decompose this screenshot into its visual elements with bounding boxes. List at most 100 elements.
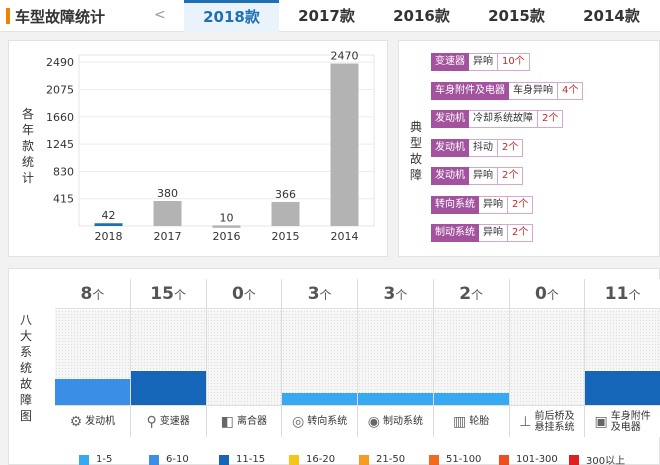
system-bar-area bbox=[358, 310, 433, 405]
y-tick-label: 415 bbox=[53, 193, 74, 206]
steering-wheel-icon: ◎ bbox=[292, 413, 305, 430]
severity-legend: 1-5 6-10 11-15 16-20 21-50 51-100 101-300 300以上 bbox=[79, 452, 639, 465]
header: 车型故障统计 < 2018款 2017款 2016款 2015款 2014款 bbox=[0, 0, 660, 32]
fault-count-label: 4个 bbox=[558, 81, 584, 100]
system-count-number: 3 bbox=[383, 284, 396, 304]
system-count: 3个 bbox=[358, 279, 433, 309]
system-label: ▥ 轮胎 bbox=[433, 405, 509, 437]
legend-label: 21-50 bbox=[376, 454, 406, 465]
fault-type-label: 冷却系统故障 bbox=[469, 110, 538, 128]
system-bar-area bbox=[585, 310, 660, 405]
system-count-number: 0 bbox=[231, 284, 244, 304]
system-count-number: 8 bbox=[80, 284, 93, 304]
system-count: 11个 bbox=[585, 279, 660, 309]
x-tick-label: 2016 bbox=[213, 230, 241, 243]
typical-faults-label-text: 典型故障 bbox=[409, 120, 422, 182]
legend-label: 16-20 bbox=[306, 454, 336, 465]
yearly-chart-y-label: 各年款统计 bbox=[21, 106, 35, 186]
legend-label: 101-300 bbox=[516, 454, 558, 465]
page-title: 车型故障统计 bbox=[15, 8, 106, 26]
fault-count-label: 2个 bbox=[508, 224, 534, 242]
system-name: 离合器 bbox=[236, 416, 267, 427]
y-tick-label: 2490 bbox=[46, 56, 74, 69]
legend-swatch bbox=[219, 454, 229, 465]
fault-count-label: 2个 bbox=[538, 110, 564, 128]
typical-faults-list: 变速器 异响 10个 车身附件及电器 车身异响 4个 发动机 冷却系统故障 2个 发动机 抖动 2个发… bbox=[431, 53, 584, 253]
yearly-bar-chart: 415 830 1245 1660 2075 2490 42 2018 380 2017 10 201… bbox=[46, 50, 375, 243]
typical-faults-label: 典型故障 bbox=[409, 119, 423, 183]
system-count-unit: 个 bbox=[546, 288, 559, 302]
system-column[interactable]: 11个 ▣ 车身附件 及电器 bbox=[584, 279, 660, 437]
suspension-icon: ⊥ bbox=[519, 413, 532, 430]
system-name: 发动机 bbox=[85, 416, 116, 427]
tab-2016[interactable]: 2016款 bbox=[393, 7, 450, 25]
x-tick-label: 2014 bbox=[331, 230, 359, 243]
fault-type-label: 异响 bbox=[479, 224, 508, 242]
system-count-unit: 个 bbox=[173, 288, 186, 302]
system-level-bar bbox=[130, 370, 206, 405]
system-label: ⚲ 变速器 bbox=[130, 405, 206, 437]
system-name: 制动系统 bbox=[382, 416, 423, 427]
system-name: 前后桥及 悬挂系统 bbox=[534, 410, 575, 433]
system-column[interactable]: 8个 ⚙ 发动机 bbox=[55, 279, 130, 437]
system-column[interactable]: 15个 ⚲ 变速器 bbox=[129, 279, 206, 437]
system-count-number: 2 bbox=[459, 284, 472, 304]
system-count-number: 3 bbox=[307, 284, 320, 304]
y-tick-label: 1660 bbox=[46, 111, 74, 124]
fault-item[interactable]: 制动系统 异响 2个 bbox=[431, 224, 583, 245]
tab-2017[interactable]: 2017款 bbox=[298, 7, 355, 25]
fault-item[interactable]: 变速器 异响 10个 bbox=[431, 53, 583, 74]
legend-item: 1-5 bbox=[79, 452, 149, 465]
fault-item[interactable]: 转向系统 异响 2个 bbox=[431, 195, 583, 217]
bar-2015 bbox=[271, 201, 300, 226]
bar-value-label: 380 bbox=[157, 187, 178, 200]
system-name: 变速器 bbox=[159, 416, 190, 427]
tab-2018[interactable]: 2018款 bbox=[184, 0, 279, 32]
tab-2014[interactable]: 2014款 bbox=[583, 7, 640, 25]
system-count: 3个 bbox=[282, 279, 357, 309]
gearshift-icon: ⚲ bbox=[146, 413, 157, 430]
y-axis-label-text: 各年款统计 bbox=[21, 107, 34, 185]
system-count-number: 15 bbox=[150, 284, 174, 304]
legend-label: 51-100 bbox=[446, 454, 482, 465]
legend-label: 300以上 bbox=[586, 456, 626, 465]
system-bar-area bbox=[433, 310, 509, 405]
system-column[interactable]: 3个 ◉ 制动系统 bbox=[357, 279, 433, 437]
system-bar-area bbox=[509, 310, 585, 405]
system-label: ⊥ 前后桥及 悬挂系统 bbox=[509, 405, 585, 437]
fault-system-tag: 变速器 bbox=[431, 53, 469, 71]
system-name: 车身附件 及电器 bbox=[610, 410, 651, 433]
bar-2018 bbox=[94, 223, 123, 226]
system-label: ▣ 车身附件 及电器 bbox=[585, 405, 660, 437]
system-column[interactable]: 3个 ◎ 转向系统 bbox=[281, 279, 357, 437]
system-label: ◎ 转向系统 bbox=[282, 405, 357, 437]
fault-system-tag: 发动机 bbox=[431, 138, 469, 157]
eight-systems-label-text: 八大系统故障图 bbox=[19, 313, 32, 423]
yearly-stats-panel: 各年款统计 415 830 1245 1660 2075 2490 42 2018 380 201… bbox=[8, 40, 388, 257]
fault-item[interactable]: 发动机 冷却系统故障 2个 bbox=[431, 110, 583, 131]
fault-system-tag: 车身附件及电器 bbox=[431, 81, 509, 100]
system-bar-area bbox=[282, 310, 357, 405]
fault-system-tag: 转向系统 bbox=[431, 195, 479, 214]
system-level-bar bbox=[433, 392, 509, 405]
fault-item[interactable]: 发动机 抖动 2个 bbox=[431, 138, 583, 160]
fault-item[interactable]: 车身附件及电器 车身异响 4个 bbox=[431, 81, 584, 103]
system-label: ◧ 离合器 bbox=[206, 405, 282, 437]
system-name: 轮胎 bbox=[469, 416, 490, 427]
y-tick-label: 2075 bbox=[46, 84, 74, 97]
system-column[interactable]: 0个 ⊥ 前后桥及 悬挂系统 bbox=[508, 279, 585, 437]
system-column[interactable]: 2个 ▥ 轮胎 bbox=[432, 279, 509, 437]
system-column[interactable]: 0个 ◧ 离合器 bbox=[205, 279, 282, 437]
system-count: 8个 bbox=[55, 279, 130, 309]
tab-2015[interactable]: 2015款 bbox=[488, 7, 545, 25]
system-count-unit: 个 bbox=[471, 288, 484, 302]
brake-disc-icon: ◉ bbox=[367, 413, 380, 430]
legend-swatch bbox=[79, 454, 89, 465]
bar-value-label: 10 bbox=[220, 211, 234, 224]
fault-type-label: 异响 bbox=[479, 195, 508, 214]
prev-arrow-button[interactable]: < bbox=[154, 7, 166, 23]
system-name: 转向系统 bbox=[307, 416, 348, 427]
fault-item[interactable]: 发动机 异响 2个 bbox=[431, 167, 583, 188]
fault-count-label: 2个 bbox=[498, 138, 524, 157]
